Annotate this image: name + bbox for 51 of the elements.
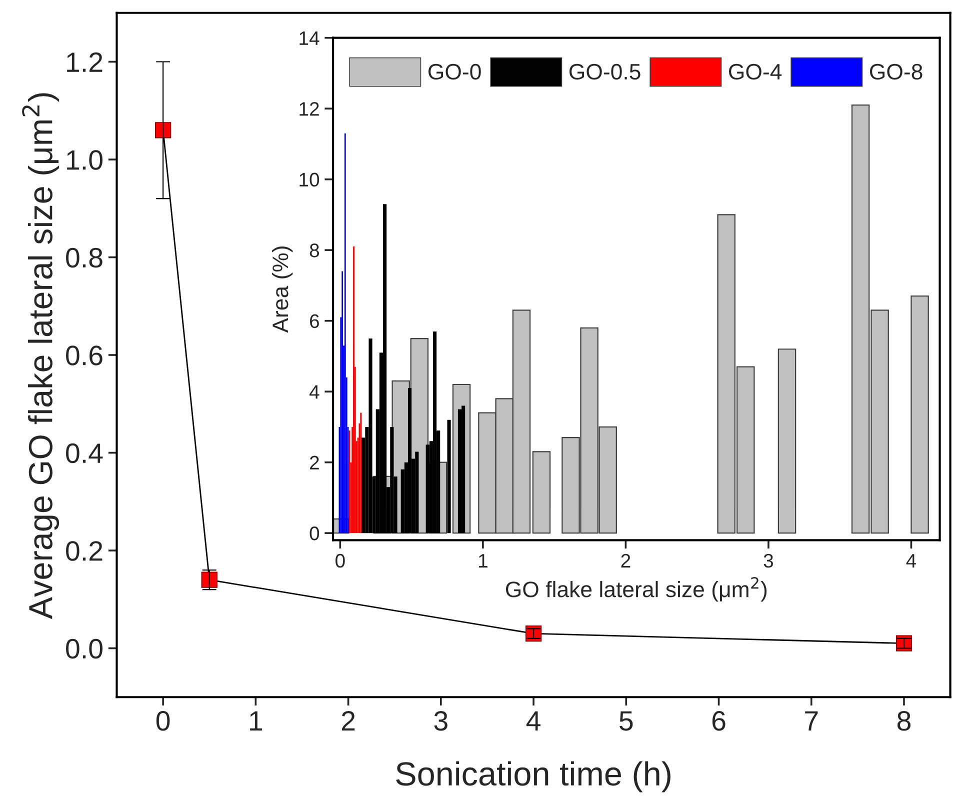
y-tick-label: 8 xyxy=(310,244,319,258)
y-tick-label: 0.2 xyxy=(66,541,102,561)
x-tick-label: 4 xyxy=(906,554,916,568)
bar xyxy=(447,420,451,534)
x-tick-label: 0 xyxy=(156,711,170,731)
y-tick-label: 1.2 xyxy=(67,52,102,72)
legend-label: GO-8 xyxy=(870,64,922,80)
x-tick-label: 4 xyxy=(526,711,540,730)
bar xyxy=(910,296,929,534)
y-tick-label: 10 xyxy=(300,172,320,187)
x-axis-title: Sonication time (h) xyxy=(396,761,670,792)
y-tick-label: 4 xyxy=(309,385,320,399)
legend-label: GO-4 xyxy=(729,64,782,80)
bar xyxy=(368,338,372,534)
x-tick-label: 1 xyxy=(250,711,262,730)
x-tick-label: 7 xyxy=(805,711,818,730)
legend-label: GO-0.5 xyxy=(569,64,640,80)
x-tick-label: 3 xyxy=(434,711,448,731)
x-tick-label: 2 xyxy=(342,711,355,730)
bar xyxy=(432,331,437,534)
y-tick-label: 0 xyxy=(310,526,320,540)
point xyxy=(155,122,172,138)
y-tick-label: 0.0 xyxy=(66,638,102,659)
y-tick-label: 0.6 xyxy=(66,346,102,366)
x-tick-label: 3 xyxy=(764,554,774,568)
y-tick-label: 1.0 xyxy=(67,150,102,170)
y-tick-label: 2 xyxy=(310,456,319,470)
y-tick-label: 6 xyxy=(310,314,319,328)
x-tick-label: 0 xyxy=(336,554,345,568)
bar xyxy=(390,426,394,534)
bar xyxy=(383,204,387,534)
x-axis-title: GO flake lateral size (μm$^{2}$) xyxy=(506,577,767,602)
bar xyxy=(458,409,462,534)
x-tick-label: 1 xyxy=(479,554,488,568)
x-tick-label: 8 xyxy=(897,711,911,731)
bar xyxy=(778,348,796,534)
x-tick-label: 6 xyxy=(712,711,726,731)
x-tick-label: 5 xyxy=(620,711,633,731)
y-tick-label: 12 xyxy=(300,102,319,116)
bar xyxy=(415,452,419,534)
y-axis-title: Area (%) xyxy=(272,246,293,333)
y-tick-label: 0.8 xyxy=(66,248,102,268)
legend-label: GO-0 xyxy=(428,64,481,80)
x-tick-label: 2 xyxy=(621,554,630,568)
bar xyxy=(408,388,412,534)
y-axis-title: Average GO flake lateral size (μm$^{2}$) xyxy=(22,93,60,620)
bar xyxy=(532,451,551,534)
y-tick-label: 14 xyxy=(300,32,320,45)
y-tick-label: 0.4 xyxy=(66,443,103,464)
bar xyxy=(462,406,466,534)
bar xyxy=(426,444,430,534)
